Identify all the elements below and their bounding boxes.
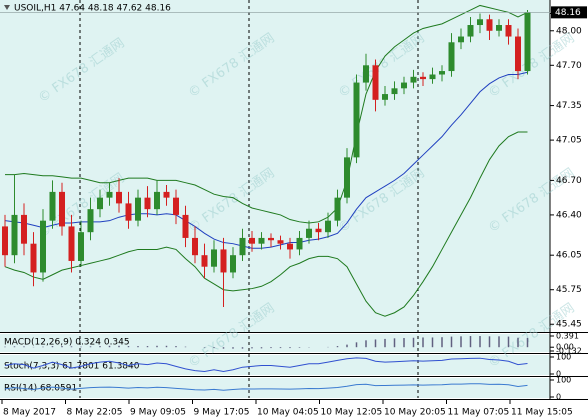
candle-body <box>21 214 27 244</box>
candle-body <box>439 71 445 75</box>
candle-body <box>192 237 198 256</box>
candle-body <box>296 237 303 250</box>
y-tick-label: 46.70 <box>556 176 582 186</box>
candle-body <box>258 237 265 244</box>
y-tick-label: 100 <box>556 353 571 362</box>
y-tick-label: 45.75 <box>556 285 582 295</box>
candle-body <box>68 226 75 261</box>
y-tick-label: 46.40 <box>556 210 582 220</box>
candle-body <box>448 42 455 72</box>
y-tick-label: 45.45 <box>556 320 582 330</box>
candle-body <box>144 197 151 210</box>
candle-body <box>249 237 255 244</box>
chart-title: USOIL,H1 47.64 48.18 47.62 48.16 <box>14 4 171 14</box>
candle-body <box>477 19 483 26</box>
candle-body <box>201 255 208 267</box>
title-icon <box>4 5 10 10</box>
candle-body <box>59 191 65 227</box>
candle-body <box>163 191 170 198</box>
x-tick-label: 8 May 2017 <box>3 408 56 418</box>
y-tick-label: 47.35 <box>556 101 582 111</box>
candle-body <box>49 191 56 221</box>
y-tick-label: 47.05 <box>556 136 582 146</box>
x-tick-label: 9 May 09:05 <box>130 408 186 418</box>
x-tick-label: 10 May 20:05 <box>384 408 446 418</box>
rsi-panel <box>0 378 550 398</box>
x-tick-label: 10 May 12:05 <box>321 408 383 418</box>
y-tick-label: -0.132 <box>556 347 582 356</box>
candle-body <box>106 191 113 198</box>
candle-body <box>353 82 360 158</box>
candle-body <box>429 74 436 80</box>
x-tick-label: 9 May 17:05 <box>194 408 250 418</box>
candle-body <box>182 214 189 238</box>
candle-body <box>11 214 18 256</box>
y-tick-label: 48.00 <box>556 26 582 36</box>
stoch-label: Stoch(7,3,3) 61.7801 61.3840 <box>4 362 140 372</box>
candle-body <box>515 36 521 72</box>
candle-body <box>268 237 274 241</box>
candle-body <box>40 220 46 273</box>
candle-body <box>496 25 502 31</box>
candle-body <box>287 243 293 250</box>
candle-body <box>372 65 379 100</box>
candle-body <box>230 255 236 273</box>
x-tick-label: 11 May 07:05 <box>448 408 510 418</box>
candle-body <box>401 82 407 89</box>
macd-label: MACD(12,26,9) 0.324 0.345 <box>4 338 130 348</box>
candle-body <box>2 226 8 256</box>
candle-body <box>78 232 84 261</box>
candle-body <box>325 220 331 233</box>
y-tick-label: 0.00 <box>556 343 574 352</box>
candle-body <box>391 88 398 95</box>
candle-body <box>116 191 122 204</box>
y-tick-label: 46.05 <box>556 251 582 261</box>
day-separators <box>79 0 419 398</box>
y-tick-label: 0 <box>556 370 561 379</box>
candle-body <box>486 19 493 31</box>
stoch-line <box>4 357 528 372</box>
price-box <box>551 6 587 19</box>
candle-body <box>420 76 426 80</box>
candle-body <box>306 228 312 238</box>
candle-body <box>363 65 369 83</box>
macd-panel <box>0 334 550 352</box>
price-label: 48.16 <box>555 8 581 18</box>
candle-body <box>505 25 512 37</box>
frame <box>0 0 588 400</box>
candle-body <box>135 197 141 221</box>
y-tick-label: 0 <box>556 393 561 402</box>
band-line <box>4 131 528 317</box>
candle-body <box>173 197 179 215</box>
y-tick-label: 47.70 <box>556 61 582 71</box>
candle-body <box>524 12 531 72</box>
candle-body <box>211 249 217 267</box>
band-line <box>5 4 528 224</box>
candle-body <box>239 237 246 256</box>
candle-body <box>87 209 94 233</box>
y-tick-label: 0.391 <box>556 332 579 341</box>
stoch-panel <box>0 355 550 375</box>
candle-body <box>97 197 103 210</box>
main-panel <box>0 0 550 332</box>
candle-body <box>467 25 474 37</box>
candle-body <box>125 203 132 221</box>
rsi-line <box>4 383 528 391</box>
candle-body <box>277 240 284 244</box>
candle-body <box>344 157 350 198</box>
x-tick-label: 8 May 22:05 <box>67 408 123 418</box>
candle-body <box>220 249 227 273</box>
x-tick-label: 11 May 15:05 <box>511 408 573 418</box>
candle-body <box>315 228 322 233</box>
candle-body <box>154 191 160 210</box>
candle-body <box>458 36 464 43</box>
candle-body <box>382 94 388 100</box>
candle-body <box>410 76 417 83</box>
x-tick-label: 10 May 04:05 <box>257 408 319 418</box>
y-tick-label: 100 <box>556 376 571 385</box>
candle-body <box>30 243 37 273</box>
candle-body <box>334 197 341 221</box>
